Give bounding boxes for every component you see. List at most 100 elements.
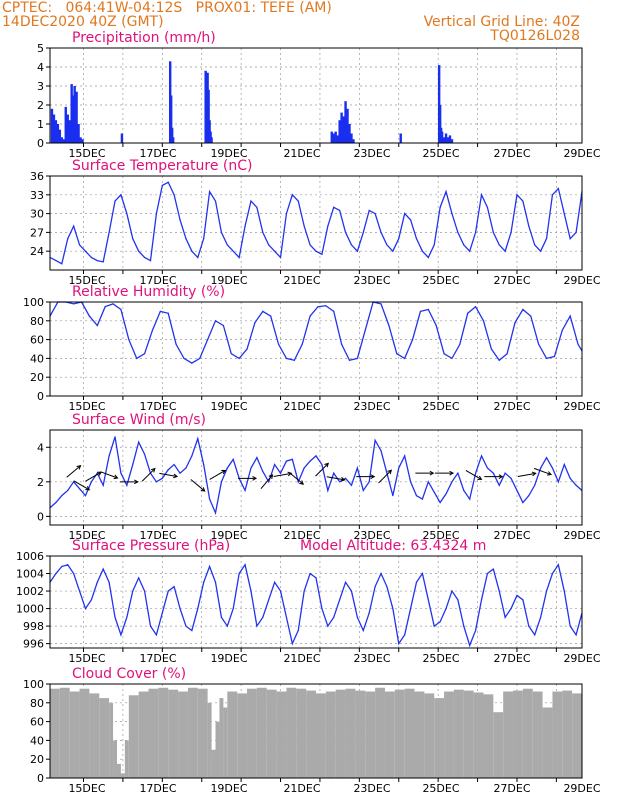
data-point [463,625,465,627]
data-point [67,238,69,240]
data-point [451,213,453,215]
panel-title-0: Precipitation (mm/h) [72,30,216,46]
data-point [73,225,75,227]
data-point [504,616,506,618]
data-point [459,343,461,345]
data-point [522,599,524,601]
data-point [404,455,406,457]
x-tick-label: 27DEC [493,652,530,665]
precip-bar [60,137,64,143]
data-point [386,472,388,474]
data-point [120,194,122,196]
cloud-bar [335,689,346,778]
panel-title-1: Surface Temperature (nC) [72,158,253,174]
data-point [317,306,319,308]
series-line-3 [49,436,583,516]
cloud-bar [79,688,90,778]
precip-bar [120,133,124,143]
data-point [569,315,571,317]
cloud-bar [394,689,405,778]
precip-bar [170,127,174,143]
data-point [445,607,447,610]
precip-bar [332,133,335,143]
data-point [362,489,364,492]
data-point [435,324,437,327]
data-point [514,322,516,324]
data-point [510,607,512,610]
data-point [114,616,116,618]
data-point [563,590,565,592]
data-point [411,339,414,341]
data-point [270,315,272,317]
cloud-bar [187,687,198,778]
precip-bar [64,106,67,143]
cloud-bar [219,698,224,778]
cloud-bar [316,693,326,778]
data-point [545,457,548,459]
precip-bar [79,137,82,143]
data-point [303,467,305,469]
data-point [309,572,311,575]
wind-arrow [289,472,304,485]
data-point [380,231,382,233]
data-point [279,590,282,592]
data-point [516,194,518,196]
cloud-bar [256,687,267,778]
data-point [293,359,295,361]
data-point [469,498,471,500]
x-tick-label: 29DEC [563,652,600,665]
data-point [356,357,358,359]
precip-bar [330,131,333,143]
data-point [155,634,157,636]
data-point [214,581,217,583]
panel-title-2: Relative Humidity (%) [72,284,225,300]
precip-bar [68,120,71,143]
data-point [55,572,57,575]
data-point [569,625,571,627]
x-tick-label: 27DEC [493,274,530,287]
data-point [126,484,128,486]
data-point [540,250,542,252]
data-point [419,310,422,312]
wind-arrowhead [252,476,258,481]
data-point [250,467,252,469]
data-point [197,607,199,610]
data-point [199,357,201,359]
cloud-bar [99,698,110,778]
wind-arrowhead [340,477,346,482]
cloud-bar [211,749,216,778]
data-point [398,467,400,469]
data-point [151,329,154,331]
data-point [183,357,185,359]
precip-bar [440,131,444,143]
data-point [175,343,177,345]
x-tick-label: 23DEC [353,400,390,413]
y-tick-label: 36 [30,170,44,183]
cloud-bar [247,688,257,778]
data-point [469,250,471,252]
x-tick-label: 25DEC [422,147,459,160]
y-tick-label: 1000 [16,603,44,616]
y-tick-label: 0 [37,772,44,785]
data-point [167,181,169,183]
data-point [120,472,122,474]
data-point [102,568,104,570]
data-point [569,477,571,479]
panel-frame-1 [49,175,583,271]
data-point [348,359,351,361]
cloud-bar [483,694,494,778]
data-point [504,472,506,474]
precip-bar [62,139,65,143]
wind-arrowhead [477,475,483,480]
data-point [73,481,75,483]
data-point [374,586,376,588]
x-tick-label: 15DEC [68,782,105,795]
data-point [309,460,311,462]
cloud-bar [50,688,60,778]
cloud-bar [375,687,385,778]
data-point [207,339,209,341]
cloud-bar [434,698,445,778]
x-tick-label: 29DEC [563,400,600,413]
x-tick-label: 19DEC [210,274,247,287]
data-point [350,244,353,246]
